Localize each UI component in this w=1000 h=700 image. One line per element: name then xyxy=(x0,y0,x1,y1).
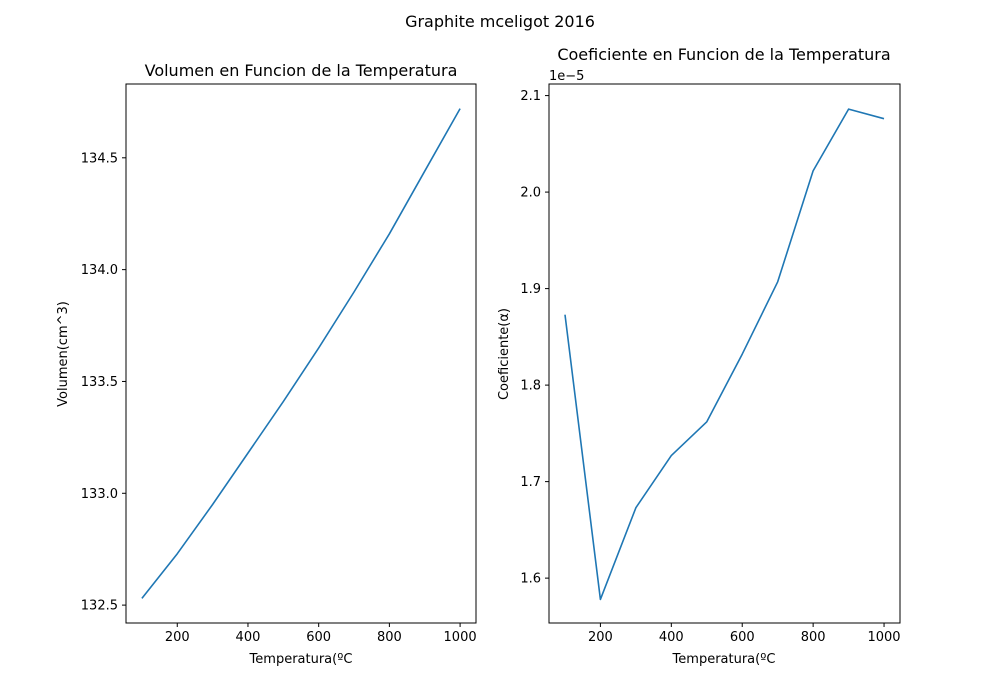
coefficient-x-tick-label: 200 xyxy=(588,630,613,645)
volume-y-tick-label: 132.5 xyxy=(81,599,118,614)
volume-x-tick-label: 200 xyxy=(165,630,190,645)
volume-x-tick-label: 800 xyxy=(377,630,402,645)
coefficient-x-tick-label: 600 xyxy=(730,630,755,645)
coefficient-plot-frame xyxy=(548,83,901,624)
volume-y-ticks: 132.5 133.0 133.5 134.0 134.5 xyxy=(81,151,126,614)
coefficient-x-tick-label: 1000 xyxy=(867,630,900,645)
coefficient-y-tick-label: 1.7 xyxy=(520,475,541,490)
volume-x-axis-label: Temperatura(ºC xyxy=(249,652,353,667)
coefficient-y-tick-label: 1.9 xyxy=(520,282,541,297)
volume-y-axis-label: Volumen(cm^3) xyxy=(56,301,71,407)
volume-x-tick-label: 400 xyxy=(236,630,261,645)
volume-y-tick-label: 134.0 xyxy=(81,263,118,278)
coefficient-x-tick-label: 400 xyxy=(659,630,684,645)
volume-y-tick-label: 133.0 xyxy=(81,487,118,502)
coefficient-chart-title: Coeficiente en Funcion de la Temperatura xyxy=(557,45,890,64)
coefficient-x-ticks: 200 400 600 800 1000 xyxy=(588,623,901,645)
coefficient-y-tick-label: 1.6 xyxy=(520,572,541,587)
volume-x-ticks: 200 400 600 800 1000 xyxy=(165,623,477,645)
coefficient-y-tick-label: 2.0 xyxy=(520,186,541,201)
volume-y-tick-label: 133.5 xyxy=(81,375,118,390)
coefficient-y-ticks: 1.6 1.7 1.8 1.9 2.0 2.1 xyxy=(520,89,549,587)
coefficient-series-line xyxy=(564,108,885,601)
figure-suptitle: Graphite mceligot 2016 xyxy=(405,12,595,31)
volume-series-line xyxy=(141,108,461,599)
volume-x-tick-label: 600 xyxy=(306,630,331,645)
volume-chart-title: Volumen en Funcion de la Temperatura xyxy=(145,61,458,80)
volume-x-tick-label: 1000 xyxy=(444,630,477,645)
coefficient-x-tick-label: 800 xyxy=(801,630,826,645)
coefficient-y-axis-label: Coeficiente(α) xyxy=(497,308,512,400)
volume-plot-frame xyxy=(125,83,477,624)
coefficient-y-offset-text: 1e−5 xyxy=(549,69,584,84)
coefficient-y-tick-label: 2.1 xyxy=(520,89,541,104)
coefficient-x-axis-label: Temperatura(ºC xyxy=(672,652,776,667)
axes-volume: Volumen en Funcion de la Temperatura Tem… xyxy=(56,61,477,667)
volume-y-tick-label: 134.5 xyxy=(81,151,118,166)
coefficient-y-tick-label: 1.8 xyxy=(520,379,541,394)
axes-coefficient: Coeficiente en Funcion de la Temperatura… xyxy=(497,45,901,667)
